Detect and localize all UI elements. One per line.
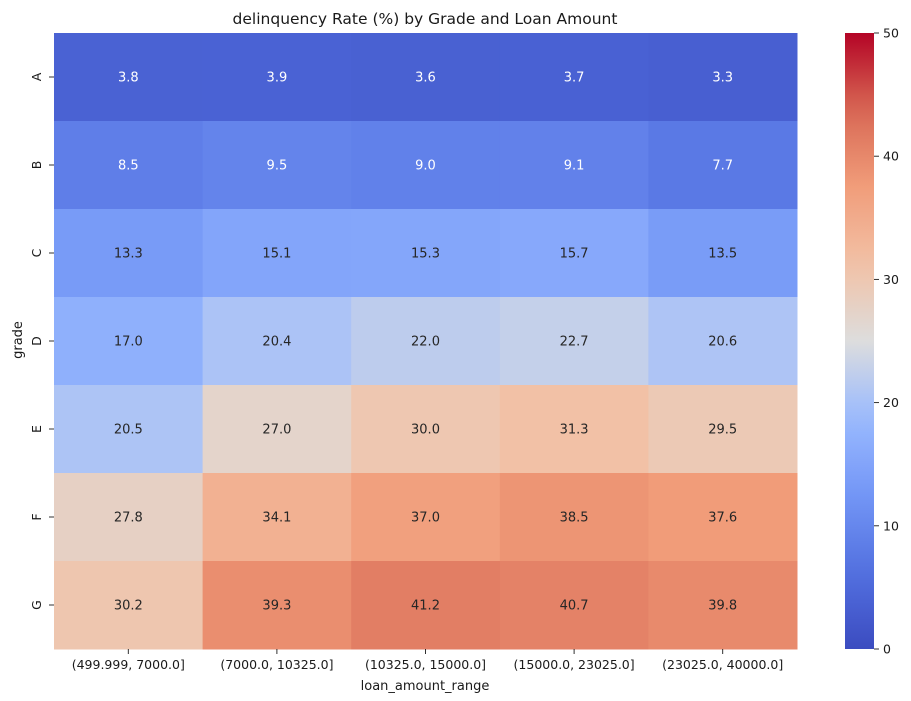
cell-value-label: 3.9	[267, 71, 288, 86]
cell-value-label: 40.7	[560, 599, 589, 614]
cell-value-label: 20.6	[708, 335, 737, 350]
cell-value-label: 9.0	[415, 159, 436, 174]
colorbar-tick-label: 10	[883, 518, 899, 533]
cell-value-label: 3.3	[712, 71, 733, 86]
cell-value-label: 20.5	[114, 423, 143, 438]
colorbar-ticks: 0 10 20 30 40 50	[874, 26, 899, 657]
cell-value-label: 27.0	[262, 423, 291, 438]
colorbar-tick-label: 50	[883, 26, 899, 41]
x-tick-label: (15000.0, 23025.0]	[514, 657, 635, 672]
colorbar-tick-label: 40	[883, 149, 899, 164]
cell-value-label: 17.0	[114, 335, 143, 350]
colorbar-tick-label: 30	[883, 272, 899, 287]
cell-value-label: 9.5	[267, 159, 288, 174]
x-tick-label: (23025.0, 40000.0]	[662, 657, 783, 672]
x-tick-labels: (499.999, 7000.0] (7000.0, 10325.0] (10325…	[72, 649, 784, 672]
chart-title: delinquency Rate (%) by Grade and Loan A…	[233, 10, 618, 28]
cell-value-label: 20.4	[262, 335, 291, 350]
y-tick-label: G	[29, 600, 44, 610]
cell-value-label: 29.5	[708, 423, 737, 438]
y-tick-label: B	[29, 161, 44, 170]
cell-value-label: 38.5	[560, 511, 589, 526]
cell-value-label: 30.2	[114, 599, 143, 614]
cell-value-label: 13.5	[708, 247, 737, 262]
cell-value-label: 27.8	[114, 511, 143, 526]
cell-value-label: 7.7	[712, 159, 733, 174]
cell-value-label: 41.2	[411, 599, 440, 614]
cell-value-label: 39.3	[262, 599, 291, 614]
x-axis-label: loan_amount_range	[361, 679, 490, 694]
cell-value-label: 3.8	[118, 71, 139, 86]
heatmap-cells: 3.8 3.9 3.6 3.7 3.3 8.5 9.5 9.0 9.1 7.7 13.3 15.1 15…	[54, 33, 798, 650]
cell-value-label: 15.7	[560, 247, 589, 262]
x-tick-label: (10325.0, 15000.0]	[365, 657, 486, 672]
y-tick-label: C	[29, 248, 44, 257]
cell-value-label: 15.3	[411, 247, 440, 262]
colorbar-tick-label: 20	[883, 395, 899, 410]
y-tick-label: A	[29, 72, 44, 81]
cell-value-label: 37.6	[708, 511, 737, 526]
cell-value-label: 37.0	[411, 511, 440, 526]
cell-value-label: 22.7	[560, 335, 589, 350]
cell-value-label: 3.7	[564, 71, 585, 86]
y-tick-label: F	[29, 513, 44, 520]
cell-value-label: 30.0	[411, 423, 440, 438]
cell-value-label: 34.1	[262, 511, 291, 526]
y-tick-labels: A B C D E F G	[29, 72, 54, 610]
cell-value-label: 15.1	[262, 247, 291, 262]
cell-value-label: 22.0	[411, 335, 440, 350]
cell-value-label: 8.5	[118, 159, 139, 174]
x-tick-label: (7000.0, 10325.0]	[220, 657, 333, 672]
cell-value-label: 13.3	[114, 247, 143, 262]
y-tick-label: D	[29, 336, 44, 346]
y-axis-label: grade	[11, 321, 26, 359]
cell-value-label: 3.6	[415, 71, 436, 86]
colorbar-tick-label: 0	[883, 642, 891, 657]
cell-value-label: 31.3	[560, 423, 589, 438]
colorbar	[845, 33, 874, 649]
x-tick-label: (499.999, 7000.0]	[72, 657, 185, 672]
y-tick-label: E	[29, 425, 44, 433]
cell-value-label: 39.8	[708, 599, 737, 614]
cell-value-label: 9.1	[564, 159, 585, 174]
